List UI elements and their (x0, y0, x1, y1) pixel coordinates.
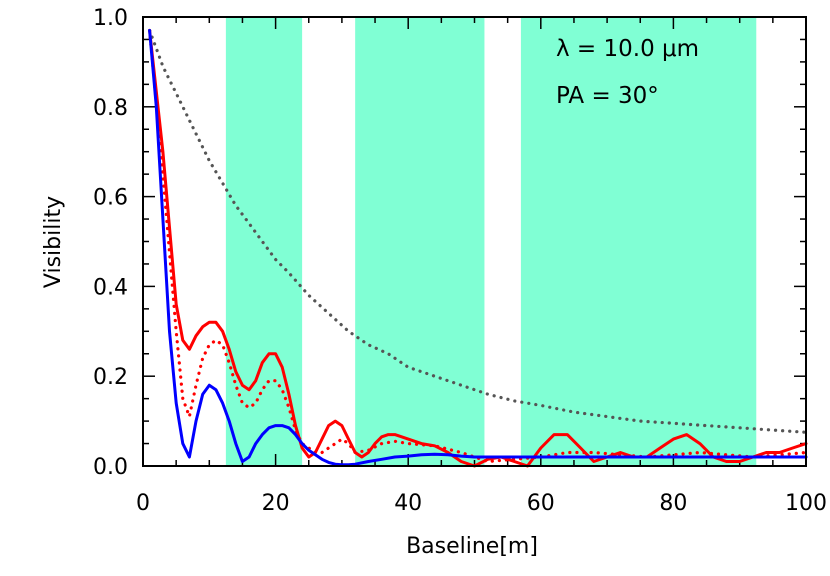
shaded-bands (225, 17, 757, 466)
wavelength-annotation: λ = 10.0 μm (556, 36, 699, 62)
x-tick-label: 40 (394, 491, 422, 516)
series-line-1 (148, 29, 808, 468)
position-angle-annotation: PA = 30° (556, 83, 659, 109)
x-tick-labels: 0 20 40 60 80 100 (136, 491, 827, 516)
y-tick-label: 0.2 (93, 365, 128, 390)
series-line-2 (148, 28, 808, 464)
x-tick-label: 0 (136, 491, 150, 516)
x-tick-label: 100 (785, 491, 827, 516)
y-tick-label: 0.6 (93, 186, 128, 211)
x-axis-title: Baseline[m] (406, 534, 538, 559)
shaded-band-3 (520, 17, 757, 466)
shaded-band-2 (355, 17, 485, 466)
series-line-3 (148, 28, 808, 434)
series-lines (148, 28, 808, 468)
y-axis-title: Visibility (41, 196, 66, 288)
series-line-4 (148, 29, 808, 467)
y-tick-label: 0.4 (93, 275, 128, 300)
x-tick-label: 60 (527, 491, 555, 516)
x-tick-label: 80 (659, 491, 687, 516)
y-tick-label: 0.8 (93, 96, 128, 121)
y-tick-label: 1.0 (93, 6, 128, 31)
x-tick-label: 20 (262, 491, 290, 516)
y-tick-label: 0.0 (93, 455, 128, 480)
plot-frame (142, 16, 807, 467)
y-tick-labels: 0.0 0.2 0.4 0.6 0.8 1.0 (93, 6, 128, 480)
